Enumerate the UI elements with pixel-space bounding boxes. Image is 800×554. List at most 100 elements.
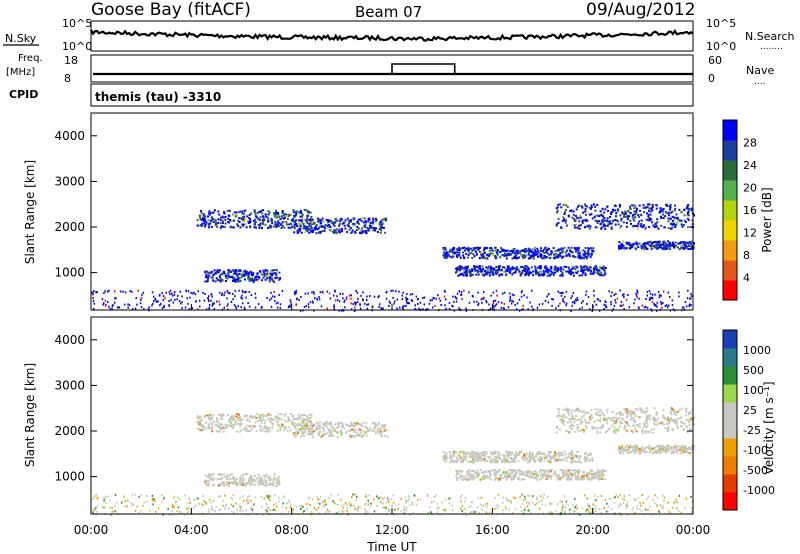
- echo-point: [603, 414, 606, 417]
- echo-point: [496, 470, 499, 473]
- echo-point: [606, 418, 609, 421]
- echo-point: [232, 272, 235, 275]
- ground-scatter-point: [560, 294, 563, 297]
- echo-point: [578, 227, 581, 230]
- ground-scatter-point: [140, 306, 143, 308]
- echo-point: [200, 424, 202, 427]
- echo-point: [585, 474, 588, 477]
- echo-point: [589, 266, 591, 269]
- ground-scatter-point: [342, 309, 345, 312]
- echo-point: [334, 429, 336, 432]
- colorbar-tick: 24: [743, 159, 757, 172]
- echo-point: [628, 211, 631, 214]
- ground-scatter-point: [573, 300, 576, 303]
- echo-point: [598, 414, 601, 417]
- echo-point: [545, 270, 548, 273]
- echo-point: [532, 257, 535, 260]
- echo-point: [494, 478, 497, 481]
- ground-scatter-point: [571, 295, 573, 297]
- echo-point: [508, 473, 511, 476]
- echo-point: [451, 249, 454, 252]
- ground-scatter-point: [593, 294, 595, 297]
- echo-point: [511, 459, 514, 462]
- echo-point: [596, 427, 599, 430]
- echo-point: [464, 267, 467, 270]
- echo-point: [334, 218, 337, 220]
- echo-point: [301, 215, 303, 218]
- echo-point: [506, 461, 509, 464]
- ground-scatter-point: [137, 289, 140, 292]
- echo-point: [626, 423, 629, 426]
- echo-point: [278, 475, 281, 478]
- echo-point: [546, 252, 549, 255]
- echo-point: [612, 416, 615, 419]
- echo-point: [309, 211, 312, 214]
- echo-point: [306, 427, 309, 430]
- ground-scatter-point: [405, 296, 407, 299]
- echo-point: [582, 428, 585, 431]
- echo-point: [446, 457, 449, 460]
- ground-scatter-point: [213, 308, 216, 311]
- echo-point: [334, 423, 337, 426]
- ground-scatter-point: [527, 308, 529, 311]
- echo-point: [265, 482, 268, 485]
- echo-point: [224, 218, 227, 221]
- echo-point: [262, 269, 265, 272]
- echo-point: [621, 413, 624, 416]
- echo-point: [681, 421, 684, 424]
- echo-point: [496, 271, 499, 274]
- echo-point: [318, 427, 321, 430]
- echo-point: [363, 217, 366, 220]
- echo-point: [375, 430, 378, 433]
- echo-point: [360, 219, 363, 222]
- echo-point: [303, 231, 306, 234]
- ground-scatter-point: [532, 308, 534, 311]
- echo-point: [557, 217, 560, 220]
- echo-point: [498, 274, 501, 277]
- echo-point: [528, 273, 531, 276]
- colorbar-segment: [723, 280, 737, 301]
- echo-point: [563, 217, 566, 220]
- echo-point: [518, 270, 521, 273]
- echo-point: [340, 227, 343, 230]
- echo-point: [577, 469, 580, 472]
- ground-scatter-point: [477, 291, 479, 294]
- echo-point: [624, 426, 627, 429]
- echo-point: [544, 469, 546, 472]
- colorbar-segment: [723, 260, 737, 281]
- echo-point: [680, 223, 683, 226]
- echo-point: [545, 478, 548, 481]
- echo-point: [672, 241, 674, 244]
- ground-scatter-point: [270, 291, 272, 294]
- echo-point: [249, 225, 252, 228]
- echo-point: [299, 230, 301, 233]
- ground-scatter-point: [579, 307, 581, 310]
- echo-point: [216, 223, 219, 226]
- echo-point: [592, 251, 595, 254]
- echo-point: [246, 424, 249, 427]
- echo-point: [571, 475, 574, 478]
- echo-point: [287, 213, 290, 216]
- echo-point: [525, 268, 528, 270]
- echo-point: [208, 422, 211, 425]
- echo-point: [610, 226, 613, 229]
- echo-point: [247, 220, 250, 223]
- echo-point: [606, 224, 609, 227]
- echo-point: [655, 452, 658, 455]
- echo-point: [350, 421, 353, 424]
- echo-point: [362, 221, 365, 224]
- ground-scatter-point: [93, 290, 95, 292]
- echo-point: [371, 422, 374, 425]
- echo-point: [564, 469, 567, 472]
- echo-point: [469, 274, 472, 277]
- echo-point: [259, 483, 262, 486]
- ground-scatter-point: [520, 295, 523, 298]
- echo-point: [233, 271, 236, 274]
- echo-point: [599, 223, 602, 226]
- echo-point: [324, 422, 327, 425]
- echo-point: [615, 429, 618, 432]
- echo-point: [501, 454, 504, 457]
- echo-point: [567, 413, 570, 416]
- echo-point: [634, 427, 637, 430]
- echo-point: [255, 226, 257, 229]
